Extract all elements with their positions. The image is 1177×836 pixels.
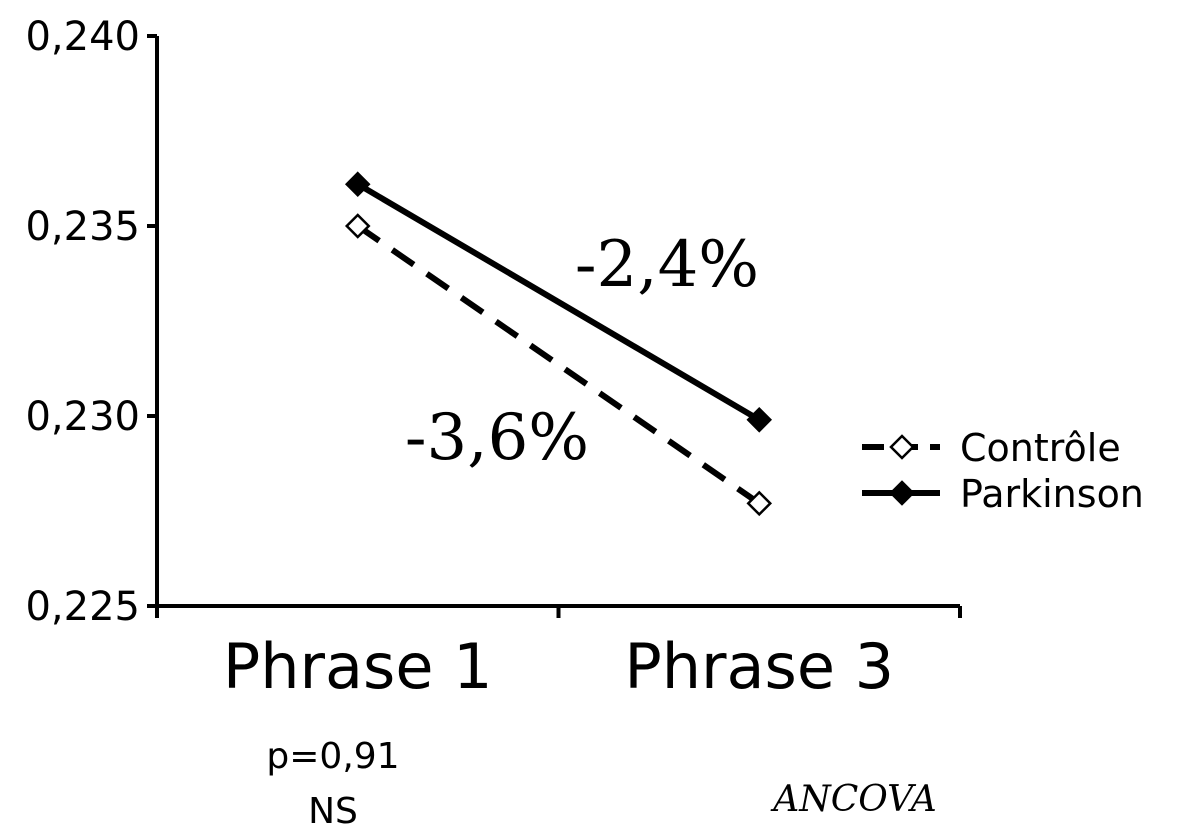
y-tick-label: 0,240 [25,14,140,60]
change-label-controle: -3,6% [405,401,589,475]
stat-test-label: ANCOVA [770,779,936,820]
change-labels: -2,4% -3,6% [405,228,759,475]
axes [157,36,960,606]
legend-label-parkinson: Parkinson [960,472,1144,516]
x-ticks: Phrase 1 Phrase 3 [157,606,960,703]
x-category-label: Phrase 3 [624,630,894,703]
p-value-note: p=0,91 [266,736,399,777]
y-ticks: 0,225 0,230 0,235 0,240 [25,14,157,630]
significance-note: NS [308,791,358,832]
legend-marker-parkinson [891,482,913,504]
x-category-label: Phrase 1 [223,630,493,703]
y-tick-label: 0,225 [25,584,140,630]
series-line-parkinson [358,184,760,420]
y-tick-label: 0,235 [25,204,140,250]
legend-label-controle: Contrôle [960,426,1121,470]
legend-marker-controle [891,436,913,458]
change-label-parkinson: -2,4% [575,228,759,302]
y-tick-label: 0,230 [25,394,140,440]
